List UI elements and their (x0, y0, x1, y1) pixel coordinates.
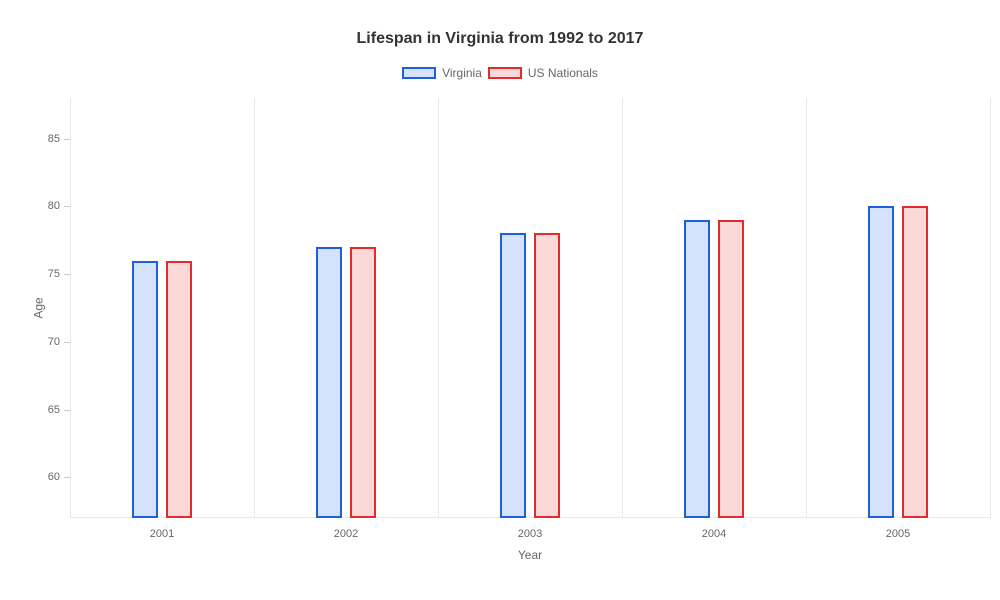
chart-title: Lifespan in Virginia from 1992 to 2017 (20, 30, 980, 48)
legend-swatch-us-nationals (488, 67, 522, 79)
chart-container: Lifespan in Virginia from 1992 to 2017 V… (0, 0, 1000, 600)
legend-label: Virginia (442, 66, 482, 80)
y-tick-label: 65 (48, 404, 60, 416)
gridline-vertical (254, 98, 255, 518)
x-axis-label: Year (518, 548, 542, 562)
legend-item-us-nationals: US Nationals (488, 66, 598, 80)
gridline-vertical (806, 98, 807, 518)
bar-virginia (684, 220, 710, 518)
y-tick-label: 80 (48, 200, 60, 212)
bar-us-nationals (902, 206, 928, 518)
x-axis-line (70, 517, 990, 518)
x-tick-label: 2003 (518, 528, 542, 540)
gridline-vertical (990, 98, 991, 518)
y-tick-label: 60 (48, 471, 60, 483)
legend-item-virginia: Virginia (402, 66, 482, 80)
y-tick-label: 70 (48, 336, 60, 348)
y-tick-mark (64, 274, 70, 275)
y-tick-label: 75 (48, 268, 60, 280)
bar-us-nationals (166, 261, 192, 518)
y-tick-label: 85 (48, 133, 60, 145)
y-tick-mark (64, 410, 70, 411)
bar-virginia (132, 261, 158, 518)
x-tick-label: 2001 (150, 528, 174, 540)
plot-area: Age Year 6065707580852001200220032004200… (70, 98, 990, 518)
legend-label: US Nationals (528, 66, 598, 80)
legend: Virginia US Nationals (20, 66, 980, 80)
y-tick-mark (64, 342, 70, 343)
bar-us-nationals (350, 247, 376, 518)
bar-virginia (500, 233, 526, 518)
legend-swatch-virginia (402, 67, 436, 79)
y-axis-label: Age (32, 297, 46, 318)
x-tick-label: 2002 (334, 528, 358, 540)
y-tick-mark (64, 477, 70, 478)
bar-virginia (868, 206, 894, 518)
y-tick-mark (64, 206, 70, 207)
x-tick-label: 2005 (886, 528, 910, 540)
bar-us-nationals (718, 220, 744, 518)
y-tick-mark (64, 139, 70, 140)
gridline-vertical (622, 98, 623, 518)
bar-virginia (316, 247, 342, 518)
gridline-vertical (70, 98, 71, 518)
bar-us-nationals (534, 233, 560, 518)
x-tick-label: 2004 (702, 528, 726, 540)
gridline-vertical (438, 98, 439, 518)
